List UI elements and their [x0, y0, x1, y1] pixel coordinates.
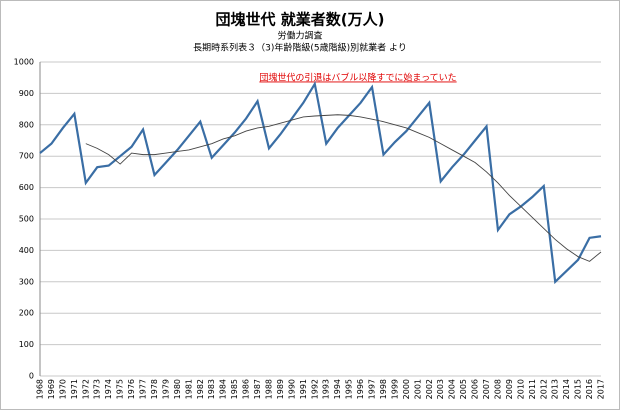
x-tick-label: 2011	[528, 379, 537, 399]
x-tick-label: 1999	[390, 379, 399, 399]
chart-title: 団塊世代 就業者数(万人)	[216, 11, 385, 29]
x-tick-label: 1976	[127, 379, 136, 399]
x-tick-label: 1993	[322, 379, 331, 399]
x-tick-label: 2003	[436, 379, 445, 399]
x-tick-label: 2005	[459, 379, 468, 399]
x-tick-label: 2016	[585, 379, 594, 399]
x-tick-label: 2007	[482, 379, 491, 399]
series-line	[85, 114, 602, 262]
x-tick-label: 2015	[574, 379, 583, 399]
x-tick-label: 2010	[516, 379, 525, 399]
x-tick-label: 2012	[539, 379, 548, 399]
x-tick-label: 1973	[93, 379, 102, 399]
series-line	[39, 80, 602, 285]
y-tick-label: 0	[29, 372, 34, 381]
x-tick-label: 2017	[597, 379, 606, 399]
x-tick-label: 1989	[276, 379, 285, 399]
x-tick-label: 1978	[150, 379, 159, 399]
x-tick-label: 1996	[356, 379, 365, 399]
x-tick-label: 2001	[413, 379, 422, 399]
x-tick-label: 1984	[219, 379, 228, 399]
x-tick-label: 1969	[47, 379, 56, 399]
annotation: 団塊世代の引退はバブル以降すでに始まっていた	[259, 72, 456, 84]
x-tick-label: 2013	[551, 379, 560, 399]
x-tick-label: 1971	[70, 379, 79, 399]
x-tick-label: 1991	[299, 379, 308, 399]
x-tick-label: 2000	[402, 379, 411, 399]
x-tick-label: 1983	[207, 379, 216, 399]
x-tick-label: 1987	[253, 379, 262, 399]
y-tick-label: 400	[19, 246, 34, 255]
x-tick-label: 1994	[333, 379, 342, 399]
x-tick-label: 1992	[310, 379, 319, 399]
x-tick-label: 1981	[184, 379, 193, 399]
x-tick-label: 1979	[161, 379, 170, 399]
y-tick-label: 900	[19, 89, 34, 98]
x-tick-label: 1975	[116, 379, 125, 399]
x-tick-label: 2002	[425, 379, 434, 399]
y-tick-label: 100	[19, 340, 34, 349]
x-tick-label: 1985	[230, 379, 239, 399]
y-tick-label: 700	[19, 152, 34, 161]
x-tick-label: 1997	[368, 379, 377, 399]
x-tick-label: 1990	[287, 379, 296, 399]
x-tick-label: 1986	[242, 379, 251, 399]
x-tick-label: 1982	[196, 379, 205, 399]
chart-subtitle: 労働力調査	[277, 30, 322, 42]
x-tick-label: 1974	[104, 379, 113, 399]
x-tick-label: 2004	[448, 379, 457, 399]
y-tick-label: 800	[19, 120, 34, 129]
y-tick-label: 300	[19, 277, 34, 286]
x-tick-label: 2014	[562, 379, 571, 399]
y-tick-label: 1000	[14, 58, 34, 67]
x-tick-label: 1988	[264, 379, 273, 399]
x-tick-label: 1970	[58, 379, 67, 399]
x-tick-label: 2008	[493, 379, 502, 399]
x-tick-label: 2006	[471, 379, 480, 399]
x-tick-label: 1995	[345, 379, 354, 399]
x-tick-label: 1972	[81, 379, 90, 399]
x-tick-label: 1998	[379, 379, 388, 399]
x-tick-label: 1977	[139, 379, 148, 399]
chart-source: 長期時系列表３（3)年齢階級(5歳階級)別就業者 より	[193, 42, 407, 54]
y-tick-label: 600	[19, 183, 34, 192]
x-tick-label: 1968	[36, 379, 45, 399]
y-tick-label: 200	[19, 309, 34, 318]
y-tick-label: 500	[19, 215, 34, 224]
x-tick-label: 2009	[505, 379, 514, 399]
x-tick-label: 1980	[173, 379, 182, 399]
